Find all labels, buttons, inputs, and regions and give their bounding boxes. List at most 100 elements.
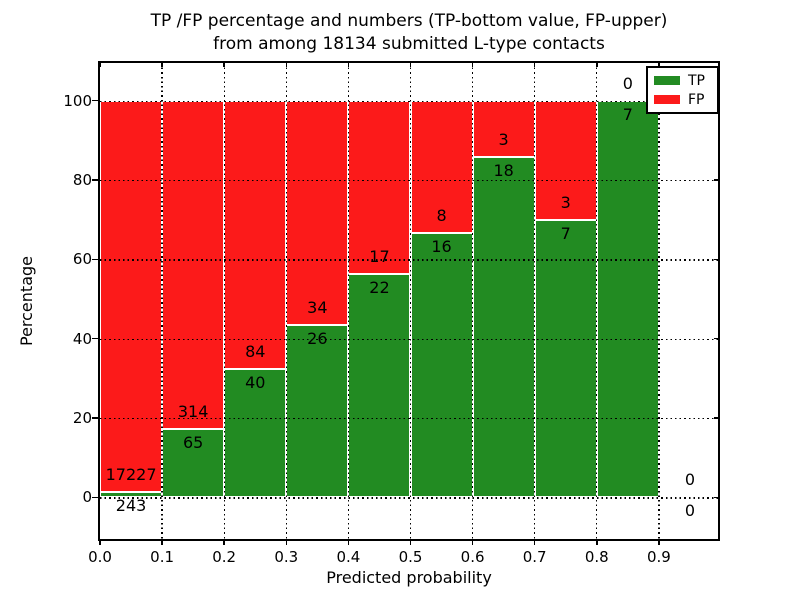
y-tick-label: 80 [72, 170, 92, 189]
tp-count-label: 7 [622, 104, 633, 124]
x-tick-top [223, 63, 225, 67]
h-gridline [100, 417, 718, 420]
legend-label-fp: FP [688, 91, 705, 108]
v-gridline [161, 63, 163, 539]
x-tick-label: 0.4 [336, 548, 361, 566]
h-gridline [100, 338, 718, 341]
fp-count-label: 17 [369, 246, 390, 266]
y-tick-label: 60 [72, 250, 92, 269]
v-gridline [596, 63, 598, 539]
fp-count-label: 0 [684, 470, 696, 490]
v-gridline [409, 63, 412, 539]
bar-segment-tp [286, 325, 349, 498]
x-tick-label: 0.7 [522, 548, 547, 566]
tp-count-label: 40 [245, 373, 266, 393]
x-tick-label: 0.2 [212, 548, 237, 566]
bar-segment-fp [162, 100, 225, 430]
legend: TP FP [646, 66, 719, 114]
y-tick-right [714, 417, 718, 419]
y-tick-label: 0 [82, 488, 92, 507]
fp-count-label: 0 [622, 73, 633, 93]
x-tick-top [471, 63, 474, 67]
tp-count-label: 16 [431, 236, 452, 256]
x-tick-top [285, 63, 288, 67]
x-tick-label: 0.1 [150, 548, 175, 566]
h-gridline [100, 497, 718, 499]
x-tick-label: 0.8 [584, 548, 609, 566]
x-tick-top [533, 63, 536, 67]
x-tick-bottom [161, 539, 163, 545]
legend-entry-fp: FP [654, 93, 711, 107]
x-tick-bottom [285, 539, 288, 545]
x-axis-label: Predicted probability [326, 568, 492, 587]
fp-count-label: 17227 [105, 464, 157, 484]
bar-segment-tp [472, 157, 535, 498]
bar-segment-fp [100, 100, 163, 492]
v-gridline [223, 63, 225, 539]
x-tick-label: 0.5 [398, 548, 423, 566]
y-tick-right [714, 258, 718, 261]
y-tick-label: 40 [72, 329, 92, 348]
y-tick-left [92, 258, 98, 261]
x-tick-bottom [347, 539, 350, 545]
legend-entry-tp: TP [654, 74, 711, 88]
y-tick-right [714, 337, 718, 340]
tp-count-label: 243 [115, 495, 147, 515]
bar-segment-tp [410, 232, 473, 498]
h-gridline [100, 100, 718, 103]
y-tick-left [92, 179, 98, 181]
x-tick-top [99, 63, 101, 67]
x-tick-label: 0.9 [646, 548, 671, 566]
plot-area [92, 61, 720, 545]
x-tick-top [409, 63, 412, 67]
x-tick-top [161, 63, 163, 67]
tp-count-label: 26 [307, 329, 328, 349]
x-tick-bottom [471, 539, 474, 545]
tp-color-swatch [654, 76, 680, 85]
bar-segment-tp [348, 273, 411, 498]
x-tick-label: 0.3 [274, 548, 299, 566]
fp-count-label: 8 [436, 205, 447, 225]
bar-segment-fp [224, 100, 287, 370]
fp-color-swatch [654, 95, 680, 104]
v-gridline [471, 63, 474, 539]
y-tick-label: 20 [72, 408, 92, 427]
tp-count-label: 7 [560, 223, 571, 243]
chart-title-line1: TP /FP percentage and numbers (TP-bottom… [150, 11, 668, 31]
x-tick-label: 0.0 [88, 548, 112, 566]
v-gridline [347, 63, 350, 539]
y-tick-label: 100 [63, 91, 92, 110]
x-tick-bottom [99, 539, 101, 545]
v-gridline [658, 63, 660, 539]
fp-count-label: 3 [560, 192, 571, 212]
fp-count-label: 314 [177, 402, 209, 422]
fp-count-label: 3 [498, 130, 509, 150]
v-gridline [534, 63, 536, 539]
y-axis-label: Percentage [17, 255, 36, 347]
tp-count-label: 0 [684, 501, 696, 521]
y-tick-right [714, 496, 718, 499]
bar-segment-tp [596, 100, 659, 498]
x-tick-bottom [223, 539, 225, 545]
x-tick-top [658, 63, 660, 67]
x-tick-bottom [596, 539, 598, 545]
tp-count-label: 18 [493, 161, 514, 181]
legend-label-tp: TP [688, 72, 705, 89]
tp-count-label: 65 [182, 433, 204, 453]
tp-count-label: 22 [369, 277, 390, 297]
bar-segment-fp [286, 100, 349, 326]
y-tick-left [92, 99, 98, 102]
y-tick-left [92, 496, 98, 499]
h-gridline [100, 179, 718, 182]
chart-title: TP /FP percentage and numbers (TP-bottom… [98, 10, 720, 56]
y-tick-left [92, 417, 98, 419]
y-tick-right [714, 179, 718, 181]
h-gridline [100, 259, 718, 261]
x-tick-top [596, 63, 598, 67]
fp-count-label: 34 [307, 298, 328, 318]
v-gridline [285, 63, 287, 539]
x-tick-label: 0.6 [460, 548, 485, 566]
bar-segment-tp [534, 219, 597, 498]
y-tick-left [92, 337, 98, 340]
